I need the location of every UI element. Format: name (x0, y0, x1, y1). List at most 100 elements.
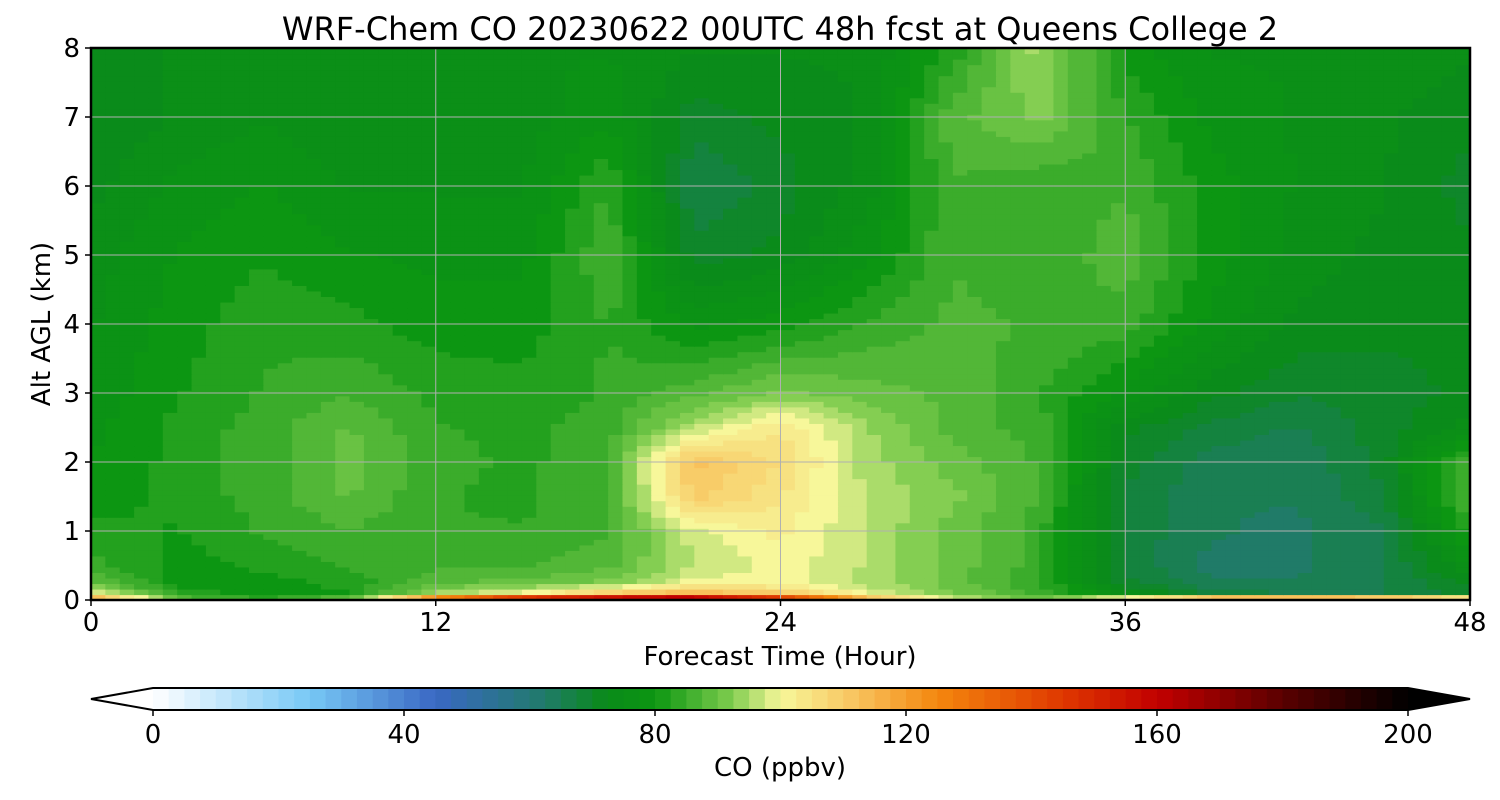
heatmap-cell (105, 544, 121, 551)
heatmap-cell (205, 318, 221, 325)
heatmap-cell (837, 456, 853, 463)
heatmap-cell (205, 445, 221, 452)
heatmap-cell (450, 489, 466, 496)
heatmap-cell (981, 450, 997, 458)
heatmap-cell (349, 450, 365, 458)
heatmap-cell (1383, 572, 1399, 579)
heatmap-cell (148, 467, 164, 474)
heatmap-cell (148, 566, 164, 573)
heatmap-cell (435, 533, 451, 540)
heatmap-cell (191, 506, 207, 513)
heatmap-cell (263, 439, 279, 447)
heatmap-cell (134, 417, 150, 424)
heatmap-cell (1283, 324, 1299, 331)
heatmap-cell (565, 544, 580, 551)
heatmap-cell (1211, 368, 1227, 375)
heatmap-cell (723, 368, 738, 375)
heatmap-cell (1082, 434, 1098, 441)
heatmap-cell (938, 517, 954, 524)
heatmap-cell (608, 423, 624, 430)
heatmap-cell (1369, 544, 1385, 551)
heatmap-cell (751, 456, 767, 463)
heatmap-cell (895, 594, 911, 600)
heatmap-cell (967, 577, 983, 585)
heatmap-cell (191, 588, 207, 596)
heatmap-cell (134, 506, 150, 513)
heatmap-cell (378, 577, 394, 585)
heatmap-cell (593, 384, 609, 391)
heatmap-cell (1383, 384, 1399, 391)
heatmap-cell (837, 351, 853, 358)
heatmap-cell (407, 395, 422, 402)
heatmap-cell (162, 445, 178, 452)
heatmap-cell (119, 566, 135, 573)
heatmap-cell (1240, 346, 1256, 353)
heatmap-cell (995, 511, 1011, 518)
heatmap-cell (1240, 517, 1256, 524)
heatmap-cell (177, 368, 193, 375)
heatmap-cell (1110, 445, 1126, 452)
heatmap-cell (1311, 406, 1327, 413)
heatmap-cell (1426, 434, 1442, 441)
heatmap-cell (780, 489, 796, 496)
heatmap-cell (809, 456, 825, 463)
heatmap-cell (478, 561, 494, 568)
heatmap-cell (1010, 533, 1026, 540)
heatmap-cell (866, 351, 882, 358)
heatmap-cell (909, 434, 925, 441)
heatmap-cell (277, 495, 293, 502)
heatmap-cell (938, 511, 954, 518)
heatmap-cell (708, 506, 724, 513)
heatmap-cell (1441, 561, 1457, 568)
heatmap-cell (1340, 362, 1356, 369)
heatmap-cell (1326, 473, 1342, 480)
heatmap-cell (579, 368, 595, 375)
heatmap-cell (450, 351, 466, 358)
heatmap-cell (536, 517, 552, 524)
heatmap-cell (220, 561, 236, 568)
heatmap-cell (1125, 329, 1141, 336)
heatmap-cell (1153, 434, 1169, 441)
heatmap-cell (981, 379, 997, 386)
heatmap-cell (1067, 357, 1083, 364)
heatmap-cell (1153, 478, 1169, 485)
heatmap-cell (1340, 456, 1356, 463)
heatmap-cell (550, 561, 566, 568)
heatmap-cell (521, 511, 537, 518)
heatmap-cell (249, 555, 264, 562)
heatmap-cell (1283, 439, 1299, 447)
heatmap-cell (909, 368, 925, 375)
heatmap-cell (292, 445, 308, 452)
heatmap-cell (1311, 318, 1327, 325)
heatmap-cell (263, 478, 279, 485)
heatmap-cell (565, 577, 580, 585)
heatmap-cell (220, 462, 236, 469)
heatmap-cell (1240, 340, 1256, 347)
heatmap-cell (521, 450, 537, 458)
heatmap-cell (507, 412, 523, 419)
heatmap-cell (292, 368, 308, 375)
heatmap-cell (1412, 522, 1428, 529)
heatmap-cell (1383, 467, 1399, 474)
heatmap-cell (292, 533, 308, 540)
heatmap-cell (148, 384, 164, 391)
heatmap-cell (708, 335, 724, 342)
heatmap-cell (1067, 506, 1083, 513)
heatmap-cell (737, 428, 753, 435)
heatmap-cell (1153, 473, 1169, 480)
heatmap-cell (1024, 318, 1040, 325)
heatmap-cell (1240, 462, 1256, 469)
heatmap-cell (220, 550, 236, 557)
heatmap-cell (320, 395, 336, 402)
heatmap-cell (1153, 412, 1169, 419)
heatmap-cell (1096, 318, 1112, 325)
heatmap-cell (1125, 445, 1141, 452)
heatmap-cell (292, 340, 308, 347)
heatmap-cell (1039, 329, 1055, 336)
heatmap-cell (478, 434, 494, 441)
heatmap-cell (579, 495, 595, 502)
heatmap-cell (1168, 335, 1184, 342)
heatmap-cell (1355, 379, 1371, 386)
heatmap-cell (148, 318, 164, 325)
heatmap-cell (234, 362, 250, 369)
